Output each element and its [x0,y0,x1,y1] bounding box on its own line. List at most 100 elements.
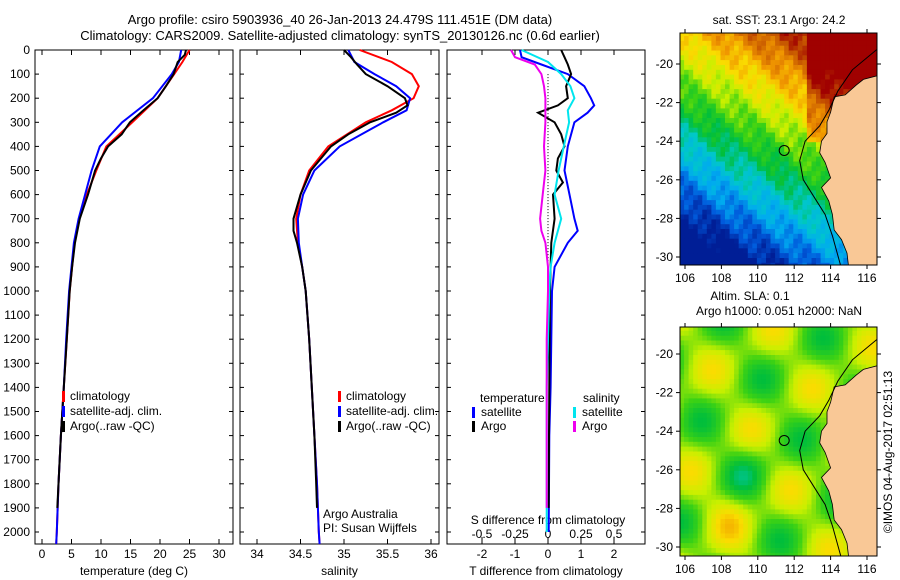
map-frame [679,326,878,557]
map-cell [766,161,772,167]
map-cell [793,494,799,501]
map-cell [743,50,749,56]
map-cell [720,40,726,47]
map-cell [680,465,685,472]
map-cell [680,224,685,230]
map-cell [711,89,717,95]
map-cell [829,33,835,37]
map-cell [766,359,772,366]
map-cell [752,147,758,153]
map-cell [788,350,794,356]
map-cell [766,355,772,361]
map-cell [734,441,740,448]
map-cell [788,229,794,235]
map-cell [752,142,758,148]
map-cell [784,383,790,390]
map-cell [775,543,781,549]
map-cell [734,350,740,356]
map-cell [688,180,694,187]
map-cell [734,355,740,361]
map-cell [788,408,794,414]
map-cell [857,355,863,361]
x-tick-label: 36 [424,547,438,561]
map-cell [797,40,803,47]
map-cell [747,233,753,240]
map-cell [784,98,790,105]
map-cell [725,538,731,544]
map-cell [693,446,699,452]
map-cell [688,89,694,95]
map-cell [711,229,717,235]
map-cell [793,446,799,452]
map-cell [729,355,735,361]
map-cell [720,480,726,486]
map-cell [802,238,808,245]
map-cell [875,345,877,351]
map-cell [688,494,694,501]
map-cell [680,137,685,143]
map-cell [793,127,799,134]
map-cell [825,233,831,240]
map-cell [797,528,803,535]
map-cell [775,180,781,187]
map-cell [811,494,817,501]
map-cell [743,364,749,370]
map-cell [688,374,694,380]
map-cell [797,79,803,85]
map-cell [788,161,794,167]
map-cell [816,180,822,187]
map-cell [784,412,790,419]
map-cell [738,175,744,182]
map-cell [693,355,699,361]
map-cell [793,147,799,153]
map-cell [793,456,799,462]
map-cell [770,456,776,462]
map-cell [766,262,772,265]
map-cell [738,461,744,467]
map-cell [725,200,731,206]
map-cell [702,509,708,515]
map-cell [770,523,776,530]
map-cell [715,528,721,535]
map-cell [770,258,776,264]
map-cell [847,345,853,351]
map-cell [766,147,772,153]
map-cell [784,490,790,496]
map-cell [734,243,740,249]
map-cell [680,103,685,109]
map-cell [711,103,717,109]
map-cell [761,364,767,370]
map-cell [680,393,685,399]
map-cell [802,33,808,37]
map-cell [720,461,726,467]
map-cell [702,142,708,148]
map-cell [847,364,853,370]
map-cell [793,103,799,109]
map-cell [793,519,799,525]
map-cell [693,253,699,259]
map-cell [802,103,808,109]
map-cell [806,74,812,80]
map-cell [756,432,762,438]
map-cell [820,465,826,472]
map-cell [747,156,753,162]
map-cell [766,219,772,225]
map-cell [857,45,863,52]
map-cell [738,50,744,56]
map-cell [797,113,803,119]
map-cell [688,441,694,448]
map-cell [806,243,812,249]
map-cell [756,543,762,549]
map-cell [702,523,708,530]
map-cell [820,127,826,134]
map-cell [720,103,726,109]
map-cell [843,364,849,370]
map-cell [784,74,790,80]
map-cell [706,36,712,42]
map-cell [820,93,826,100]
map-cell [861,330,867,337]
map-cell [720,79,726,85]
map-cell [702,461,708,467]
map-cell [761,69,767,76]
map-cell [752,364,758,370]
